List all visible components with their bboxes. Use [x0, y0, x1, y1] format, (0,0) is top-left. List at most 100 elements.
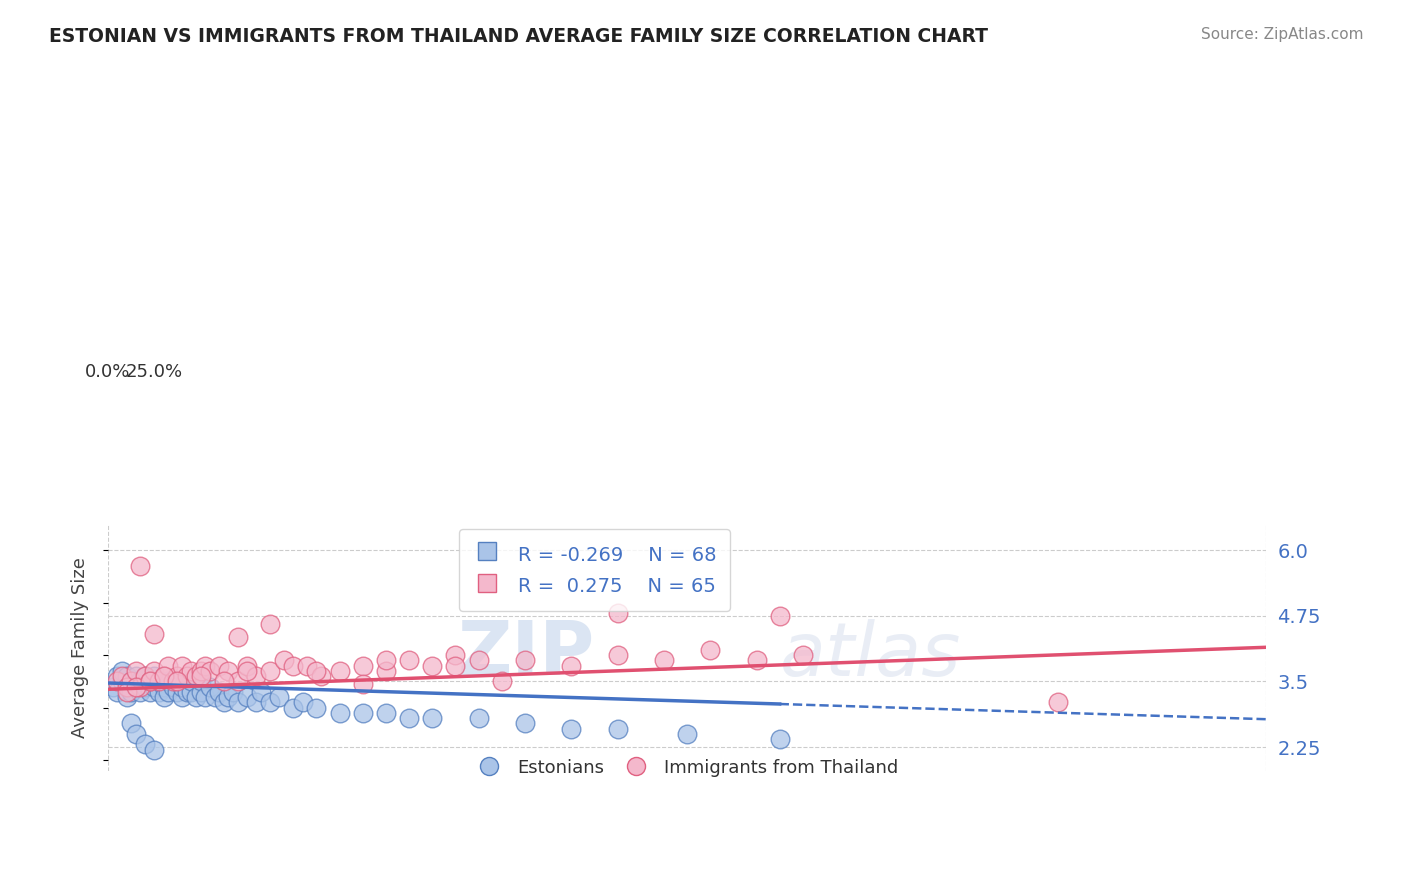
Point	[217, 664, 239, 678]
Point	[125, 664, 148, 678]
Point	[352, 677, 374, 691]
Point	[105, 669, 128, 683]
Point	[134, 738, 156, 752]
Point	[273, 653, 295, 667]
Point	[398, 653, 420, 667]
Point	[250, 685, 273, 699]
Point	[259, 616, 281, 631]
Point	[129, 674, 152, 689]
Point	[352, 706, 374, 720]
Point	[204, 690, 226, 705]
Point	[1046, 695, 1069, 709]
Point	[208, 658, 231, 673]
Point	[329, 706, 352, 720]
Point	[111, 674, 134, 689]
Point	[180, 674, 202, 689]
Point	[184, 669, 207, 683]
Point	[226, 674, 249, 689]
Point	[166, 674, 188, 689]
Point	[138, 685, 160, 699]
Point	[560, 658, 582, 673]
Point	[606, 722, 628, 736]
Point	[217, 690, 239, 705]
Point	[291, 695, 314, 709]
Point	[115, 680, 138, 694]
Point	[190, 664, 212, 678]
Point	[606, 606, 628, 620]
Point	[111, 664, 134, 678]
Point	[245, 669, 267, 683]
Point	[352, 658, 374, 673]
Point	[245, 695, 267, 709]
Point	[152, 669, 174, 683]
Point	[190, 669, 212, 683]
Point	[176, 685, 198, 699]
Legend: Estonians, Immigrants from Thailand: Estonians, Immigrants from Thailand	[468, 751, 905, 784]
Point	[120, 674, 142, 689]
Point	[172, 658, 194, 673]
Point	[120, 674, 142, 689]
Point	[157, 674, 180, 689]
Point	[152, 690, 174, 705]
Point	[148, 674, 170, 689]
Point	[143, 664, 166, 678]
Point	[138, 674, 160, 689]
Point	[125, 669, 148, 683]
Point	[222, 685, 245, 699]
Point	[143, 680, 166, 694]
Point	[283, 658, 305, 673]
Point	[138, 674, 160, 689]
Point	[162, 680, 184, 694]
Point	[194, 690, 217, 705]
Point	[420, 711, 443, 725]
Point	[180, 664, 202, 678]
Point	[792, 648, 814, 662]
Point	[236, 664, 259, 678]
Point	[420, 658, 443, 673]
Point	[236, 658, 259, 673]
Point	[125, 680, 148, 694]
Point	[152, 669, 174, 683]
Point	[329, 664, 352, 678]
Point	[283, 700, 305, 714]
Point	[208, 685, 231, 699]
Text: ESTONIAN VS IMMIGRANTS FROM THAILAND AVERAGE FAMILY SIZE CORRELATION CHART: ESTONIAN VS IMMIGRANTS FROM THAILAND AVE…	[49, 27, 988, 45]
Point	[190, 674, 212, 689]
Point	[467, 711, 489, 725]
Point	[143, 742, 166, 756]
Point	[444, 648, 467, 662]
Point	[120, 685, 142, 699]
Point	[148, 674, 170, 689]
Point	[259, 695, 281, 709]
Point	[152, 680, 174, 694]
Point	[176, 669, 198, 683]
Point	[374, 653, 396, 667]
Point	[305, 664, 328, 678]
Text: atlas: atlas	[780, 619, 962, 690]
Point	[295, 658, 318, 673]
Point	[513, 653, 536, 667]
Point	[467, 653, 489, 667]
Point	[143, 669, 166, 683]
Point	[180, 685, 202, 699]
Point	[134, 669, 156, 683]
Text: 25.0%: 25.0%	[125, 363, 183, 382]
Point	[190, 685, 212, 699]
Point	[198, 664, 221, 678]
Point	[115, 685, 138, 699]
Point	[134, 669, 156, 683]
Point	[120, 716, 142, 731]
Point	[129, 558, 152, 573]
Point	[226, 630, 249, 644]
Point	[166, 685, 188, 699]
Point	[115, 690, 138, 705]
Point	[374, 664, 396, 678]
Point	[269, 690, 291, 705]
Point	[166, 674, 188, 689]
Point	[115, 669, 138, 683]
Point	[513, 716, 536, 731]
Point	[212, 674, 235, 689]
Point	[148, 685, 170, 699]
Point	[769, 608, 792, 623]
Point	[194, 658, 217, 673]
